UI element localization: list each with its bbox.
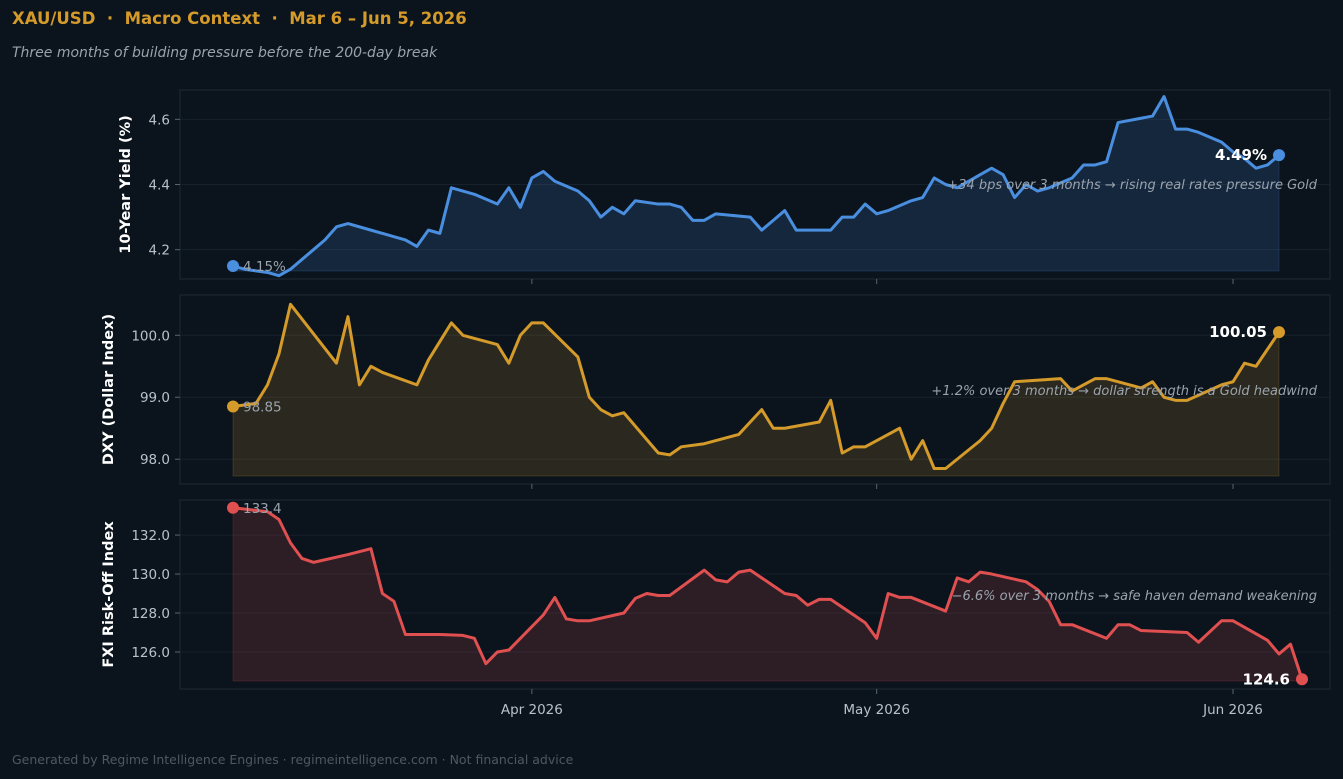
y-tick-label: 4.6 [149,112,170,128]
y-axis-label: DXY (Dollar Index) [101,314,117,465]
end-point [1273,149,1285,162]
y-tick-label: 126.0 [131,645,170,661]
panel-yield: 4.2 4.4 4.6 10-Year Yield (%) 4.15% 4.49% +34 … [118,89,1331,284]
chart-subtitle: Three months of building pressure before… [12,45,438,61]
start-point [227,501,239,514]
panel-fxi: 126.0 128.0 130.0 132.0 FXI Risk-Off Index 13… [101,499,1331,694]
x-tick-label: Apr 2026 [501,702,563,718]
y-tick-label: 132.0 [131,528,170,544]
y-axis-label: FXI Risk-Off Index [101,521,117,668]
footer-credit: Generated by Regime Intelligence Engines… [12,752,574,767]
series-line-fxi [232,506,1304,680]
end-point [1295,673,1308,686]
end-value-label: 100.05 [1209,323,1267,341]
x-tick-label: May 2026 [843,702,910,718]
start-value-label: 4.15% [243,259,286,275]
panel-frame [179,499,1331,690]
series-line-yield [232,95,1280,278]
end-point [1273,326,1285,339]
y-tick-label: 130.0 [131,567,170,583]
y-tick-label: 99.0 [140,390,170,406]
y-tick-label: 128.0 [131,606,170,622]
start-value-label: 98.85 [243,400,282,416]
panel-dxy: 98.0 99.0 100.0 DXY (Dollar Index) 98.85 100.… [101,294,1331,489]
y-tick-label: 4.4 [149,178,170,194]
y-axis-label: 10-Year Yield (%) [118,115,134,254]
y-tick-label: 100.0 [131,328,170,344]
end-value-label: 124.6 [1243,670,1290,688]
panel-annotation: −6.6% over 3 months → safe haven demand … [952,589,1317,604]
end-value-label: 4.49% [1215,146,1267,164]
panel-frame [179,294,1331,485]
start-point [227,259,239,272]
y-tick-label: 4.2 [149,243,170,259]
y-tick-label: 98.0 [140,452,170,468]
panel-annotation: +1.2% over 3 months → dollar strength is… [931,384,1317,399]
start-point [227,400,239,413]
series-line-dxy [232,302,1281,471]
chart-title: XAU/USD · Macro Context · Mar 6 – Jun 5,… [12,9,467,28]
macro-chart: 4.2 4.4 4.6 10-Year Yield (%) 4.15% 4.49% +34 … [101,89,1331,718]
start-value-label: 133.4 [243,501,282,517]
x-tick-label: Jun 2026 [1202,702,1263,718]
panel-annotation: +34 bps over 3 months → rising real rate… [947,178,1317,193]
